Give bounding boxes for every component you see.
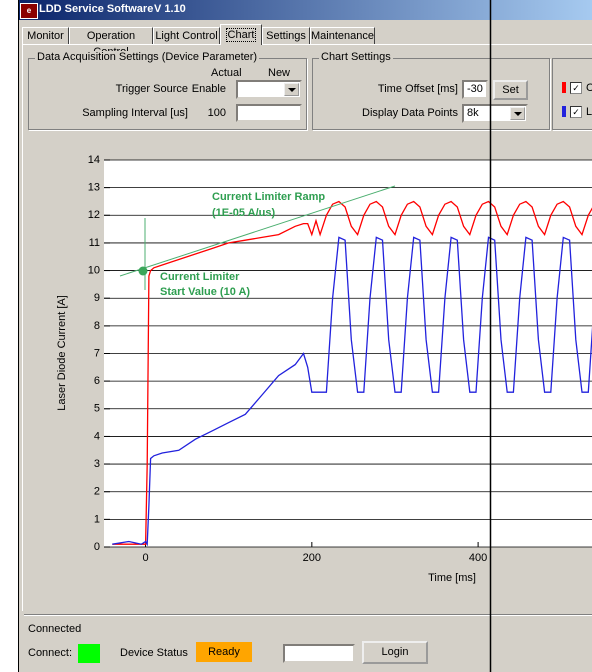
y-tick-label: 7 (94, 347, 100, 359)
y-tick-label: 2 (94, 486, 100, 498)
tab[interactable]: Settings (262, 27, 310, 44)
y-tick-label: 9 (94, 292, 100, 304)
y-tick-label: 4 (94, 430, 100, 442)
login-button[interactable]: Login (362, 641, 428, 664)
tab-page (22, 44, 592, 611)
value: 100 (207, 107, 226, 119)
title-bar: e LDD Service Software V 1.10 (18, 0, 592, 20)
legend-swatch (562, 106, 566, 117)
ramp-line (119, 185, 396, 277)
label: Trigger Source (115, 83, 188, 95)
y-tick-label: 10 (88, 264, 100, 276)
legend-swatch (562, 82, 566, 93)
y-tick-label: 1 (94, 513, 100, 525)
offset-input[interactable]: -30 (462, 80, 488, 99)
status-indicator: Ready (196, 642, 252, 662)
points-dropdown[interactable]: 8k (462, 104, 528, 123)
password-input[interactable] (283, 644, 355, 663)
y-tick-label: 12 (88, 209, 100, 221)
tab-selected[interactable]: Chart (220, 24, 262, 45)
y-tick-label: 3 (94, 458, 100, 470)
y-tick-label: 0 (94, 541, 100, 553)
series-line (112, 236, 592, 547)
label: Connect: (28, 647, 73, 659)
label: Display Data Points (362, 107, 458, 119)
chart-settings-group: Chart Settings (312, 51, 550, 130)
y-tick-label: 14 (88, 154, 100, 166)
connection-state: Connected (28, 623, 82, 635)
column-header: New (268, 67, 291, 79)
acquisition-group: Data Acquisition Settings (Device Parame… (28, 51, 307, 130)
annotation: Current Limiter (160, 271, 240, 283)
y-tick-label: 13 (88, 182, 100, 194)
start-point (138, 266, 148, 276)
interval-input[interactable] (236, 104, 302, 122)
dropdown-value: 8k (467, 107, 479, 119)
column-header: Actual (211, 67, 242, 79)
dropdown-button[interactable] (284, 83, 299, 96)
y-axis-label: Laser Diode Current [A] (56, 295, 68, 411)
label: Sampling Interval [us] (82, 107, 188, 119)
x-tick-label: 0 (143, 552, 149, 564)
legend-checkbox[interactable]: ✓ (570, 82, 582, 94)
label: Device Status (120, 647, 188, 659)
app-icon: e (20, 3, 38, 19)
series-line (112, 200, 592, 545)
y-tick-label: 6 (94, 375, 100, 387)
separator (24, 614, 592, 616)
dropdown-button[interactable] (510, 107, 525, 120)
tab[interactable]: Light Control (153, 27, 220, 44)
group-title: Chart Settings (319, 51, 393, 63)
annotation: Start Value (10 A) (160, 286, 250, 298)
tab[interactable]: Monitor (22, 27, 69, 44)
set-button[interactable]: Set (493, 80, 528, 100)
x-tick-label: 400 (469, 552, 487, 564)
x-axis-label: Time [ms] (428, 572, 476, 584)
window-version: V 1.10 (154, 3, 186, 15)
y-tick-label: 5 (94, 403, 100, 415)
connect-indicator (78, 644, 100, 663)
annotation: Current Limiter Ramp (212, 191, 325, 203)
legend-group (552, 58, 592, 130)
value: Enable (191, 83, 226, 95)
y-tick-label: 8 (94, 320, 100, 332)
annotation: (1E-05 A/us) (212, 207, 276, 219)
x-tick-label: 200 (303, 552, 321, 564)
legend-checkbox[interactable]: ✓ (570, 106, 582, 118)
legend-label: L (586, 106, 592, 118)
tab[interactable]: Maintenance (310, 27, 375, 44)
y-tick-label: 11 (89, 237, 100, 249)
tab-label: Chart (225, 28, 257, 42)
label: Time Offset [ms] (377, 83, 458, 95)
legend-label: C (586, 82, 592, 94)
group-title: Data Acquisition Settings (Device Parame… (35, 51, 260, 63)
trigger-dropdown[interactable] (236, 80, 302, 99)
window-title: LDD Service Software (39, 3, 154, 15)
